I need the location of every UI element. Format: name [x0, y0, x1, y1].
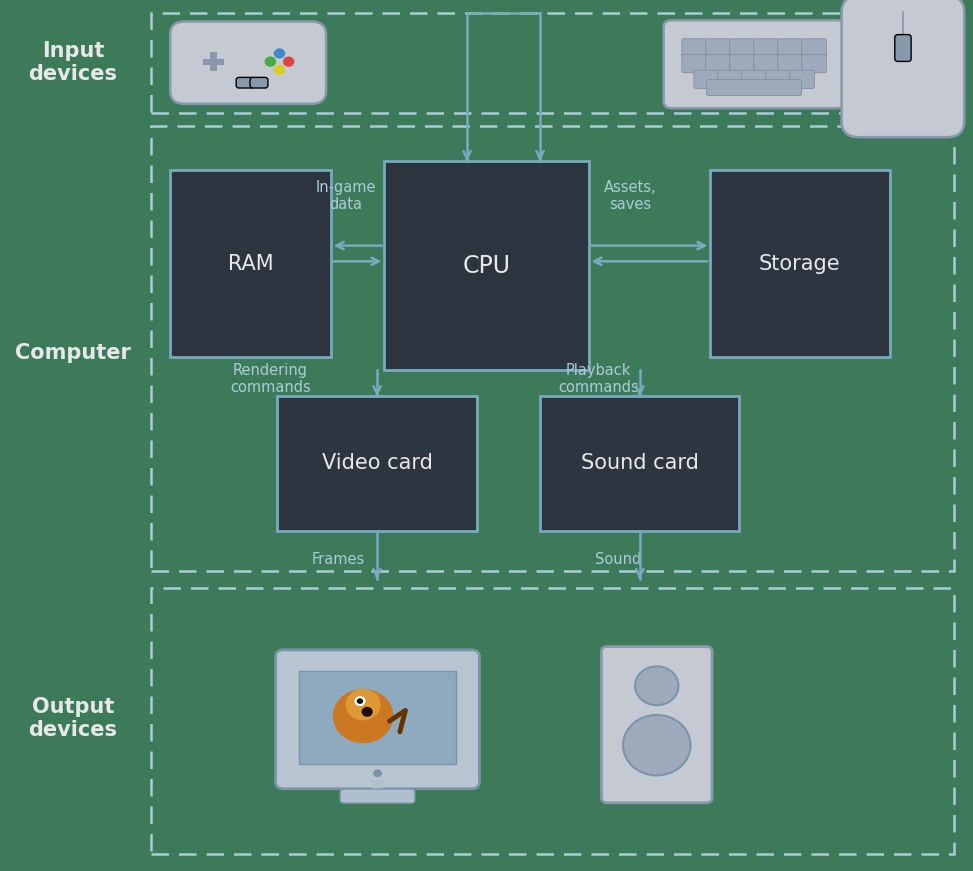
Circle shape: [354, 696, 366, 706]
FancyBboxPatch shape: [777, 38, 803, 57]
FancyBboxPatch shape: [730, 38, 754, 57]
Text: Computer: Computer: [15, 343, 131, 362]
Text: Assets,
saves: Assets, saves: [604, 179, 657, 213]
FancyBboxPatch shape: [718, 71, 742, 89]
Text: Rendering
commands: Rendering commands: [231, 362, 310, 395]
Text: CPU: CPU: [462, 253, 511, 278]
Bar: [151, 588, 954, 854]
Bar: [384, 161, 589, 370]
Ellipse shape: [635, 666, 678, 706]
FancyBboxPatch shape: [777, 55, 803, 73]
Circle shape: [362, 707, 373, 717]
FancyBboxPatch shape: [694, 71, 718, 89]
FancyBboxPatch shape: [802, 55, 826, 73]
FancyBboxPatch shape: [790, 71, 814, 89]
Bar: [710, 170, 890, 357]
Bar: [151, 13, 954, 113]
FancyBboxPatch shape: [754, 38, 778, 57]
Bar: [277, 396, 477, 531]
FancyBboxPatch shape: [730, 55, 754, 73]
FancyBboxPatch shape: [682, 55, 706, 73]
Bar: [202, 58, 224, 64]
FancyBboxPatch shape: [682, 38, 706, 57]
Circle shape: [357, 699, 363, 704]
Text: Storage: Storage: [759, 254, 841, 273]
Text: Frames: Frames: [312, 551, 365, 567]
FancyBboxPatch shape: [275, 650, 480, 789]
FancyBboxPatch shape: [664, 20, 845, 108]
Circle shape: [273, 48, 285, 58]
Bar: [209, 52, 217, 71]
Circle shape: [265, 57, 276, 67]
Circle shape: [345, 689, 380, 720]
FancyBboxPatch shape: [601, 646, 712, 803]
Circle shape: [273, 64, 285, 75]
Text: Input
devices: Input devices: [28, 41, 118, 84]
FancyBboxPatch shape: [842, 0, 964, 137]
Text: Output
devices: Output devices: [28, 697, 118, 740]
Bar: [372, 780, 383, 800]
Circle shape: [373, 769, 382, 777]
Circle shape: [333, 689, 393, 743]
Text: In-game
data: In-game data: [315, 179, 376, 213]
FancyBboxPatch shape: [705, 38, 731, 57]
FancyBboxPatch shape: [754, 55, 778, 73]
FancyBboxPatch shape: [705, 55, 731, 73]
FancyBboxPatch shape: [170, 22, 326, 104]
FancyBboxPatch shape: [706, 79, 802, 96]
FancyBboxPatch shape: [341, 789, 414, 803]
Text: Playback
commands: Playback commands: [559, 362, 638, 395]
Text: Sound card: Sound card: [581, 454, 700, 473]
FancyBboxPatch shape: [250, 78, 268, 88]
Text: RAM: RAM: [229, 254, 273, 273]
Circle shape: [283, 57, 295, 67]
Bar: [540, 396, 739, 531]
Bar: [151, 126, 954, 571]
Ellipse shape: [623, 715, 691, 775]
Text: Video card: Video card: [322, 454, 433, 473]
Bar: [170, 170, 331, 357]
FancyBboxPatch shape: [802, 38, 826, 57]
FancyBboxPatch shape: [236, 78, 254, 88]
Bar: [300, 671, 455, 764]
FancyBboxPatch shape: [895, 35, 911, 61]
Text: Sound: Sound: [595, 551, 641, 567]
FancyBboxPatch shape: [741, 71, 767, 89]
FancyBboxPatch shape: [766, 71, 790, 89]
